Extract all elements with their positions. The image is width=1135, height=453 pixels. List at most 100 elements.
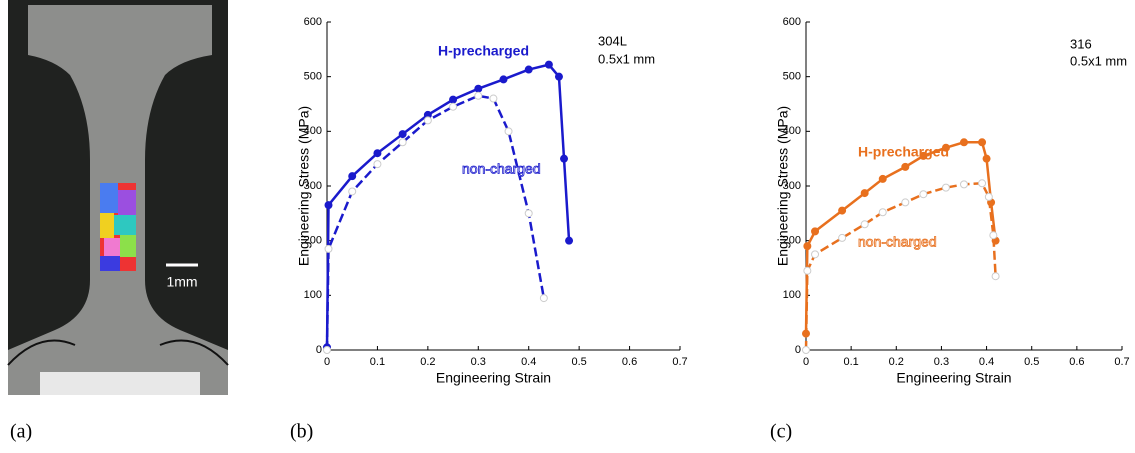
- data-point: [565, 236, 574, 245]
- data-point: [560, 154, 569, 163]
- data-point: [919, 190, 928, 199]
- x-tick-label: 0: [803, 356, 809, 368]
- data-point: [423, 116, 432, 125]
- series-label: non-charged: [462, 161, 541, 177]
- data-point: [802, 346, 810, 354]
- annotation: 316: [1070, 36, 1092, 51]
- series-label: H-precharged: [438, 43, 529, 59]
- y-tick-label: 100: [304, 289, 322, 301]
- x-tick-label: 0.2: [420, 356, 435, 368]
- y-tick-label: 200: [304, 235, 322, 247]
- data-point: [984, 192, 993, 201]
- data-point: [499, 75, 508, 84]
- y-tick-label: 600: [304, 16, 322, 28]
- panel-label: (c): [770, 421, 792, 443]
- data-point: [803, 242, 812, 251]
- data-point: [860, 220, 869, 229]
- y-tick-label: 300: [783, 180, 801, 192]
- data-point: [919, 151, 928, 160]
- y-tick-label: 100: [783, 289, 801, 301]
- data-point: [982, 154, 991, 163]
- annotation: 0.5x1 mm: [1070, 53, 1127, 68]
- x-tick-label: 0.4: [979, 356, 994, 368]
- x-tick-label: 0.6: [622, 356, 637, 368]
- data-point: [941, 183, 950, 192]
- series-line: [325, 63, 571, 348]
- data-point: [474, 84, 483, 93]
- annotation: 304L: [598, 33, 627, 48]
- x-tick-label: 0.5: [1024, 356, 1039, 368]
- x-axis-label: Engineering Strain: [896, 370, 1011, 386]
- data-point: [489, 94, 498, 103]
- data-point: [978, 138, 987, 147]
- x-tick-label: 0.3: [471, 356, 486, 368]
- annotation: 0.5x1 mm: [598, 51, 655, 66]
- data-point: [960, 138, 968, 147]
- y-tick-label: 200: [783, 235, 801, 247]
- y-tick-label: 0: [795, 344, 801, 356]
- data-point: [838, 206, 847, 215]
- series-label: H-precharged: [858, 144, 949, 160]
- x-tick-label: 0.3: [934, 356, 949, 368]
- y-tick-label: 600: [783, 16, 801, 28]
- data-point: [554, 72, 563, 81]
- data-point: [838, 233, 847, 242]
- y-tick-label: 0: [316, 344, 322, 356]
- data-point: [901, 162, 910, 171]
- data-point: [323, 346, 331, 354]
- data-point: [524, 209, 533, 218]
- data-point: [373, 149, 382, 158]
- data-point: [878, 174, 887, 183]
- data-point: [524, 65, 533, 74]
- y-tick-label: 400: [304, 125, 322, 137]
- data-point: [348, 172, 357, 181]
- y-axis-label: Engineering Stress (MPa): [775, 106, 791, 266]
- data-point: [991, 272, 1000, 281]
- data-point: [474, 91, 483, 100]
- data-point: [989, 231, 998, 240]
- data-point: [348, 187, 357, 196]
- y-tick-label: 500: [304, 71, 322, 83]
- data-point: [373, 160, 382, 169]
- data-point: [398, 130, 407, 139]
- data-point: [544, 60, 553, 69]
- x-tick-label: 0.6: [1069, 356, 1084, 368]
- x-tick-label: 0.7: [672, 356, 687, 368]
- specimen-photo: 1mm: [7, 0, 229, 395]
- x-axis-label: Engineering Strain: [436, 370, 551, 386]
- data-point: [941, 143, 950, 152]
- scale-label: 1mm: [166, 274, 197, 290]
- x-tick-label: 0.1: [370, 356, 385, 368]
- data-point: [539, 294, 548, 303]
- series-line: [325, 94, 546, 351]
- data-point: [504, 127, 513, 136]
- data-point: [878, 208, 887, 217]
- panel-label: (a): [10, 421, 32, 443]
- data-point: [860, 189, 869, 198]
- data-point: [449, 95, 458, 104]
- data-point: [398, 138, 407, 147]
- x-tick-label: 0.4: [521, 356, 536, 368]
- series-line: [804, 181, 997, 351]
- y-axis-label: Engineering Stress (MPa): [296, 106, 312, 266]
- data-point: [978, 179, 987, 188]
- panel-label: (b): [290, 421, 313, 443]
- data-point: [901, 198, 910, 207]
- x-tick-label: 0: [324, 356, 330, 368]
- data-point: [324, 201, 333, 210]
- x-tick-label: 0.5: [571, 356, 586, 368]
- x-tick-label: 0.1: [843, 356, 858, 368]
- y-tick-label: 300: [304, 180, 322, 192]
- series-label: non-charged: [858, 234, 937, 250]
- data-point: [449, 102, 458, 111]
- x-tick-label: 0.7: [1114, 356, 1129, 368]
- y-tick-label: 400: [783, 125, 801, 137]
- data-point: [811, 250, 820, 259]
- data-point: [324, 244, 333, 253]
- data-point: [803, 266, 812, 275]
- x-tick-label: 0.2: [889, 356, 904, 368]
- data-point: [960, 180, 968, 189]
- y-tick-label: 500: [783, 71, 801, 83]
- data-point: [811, 227, 820, 236]
